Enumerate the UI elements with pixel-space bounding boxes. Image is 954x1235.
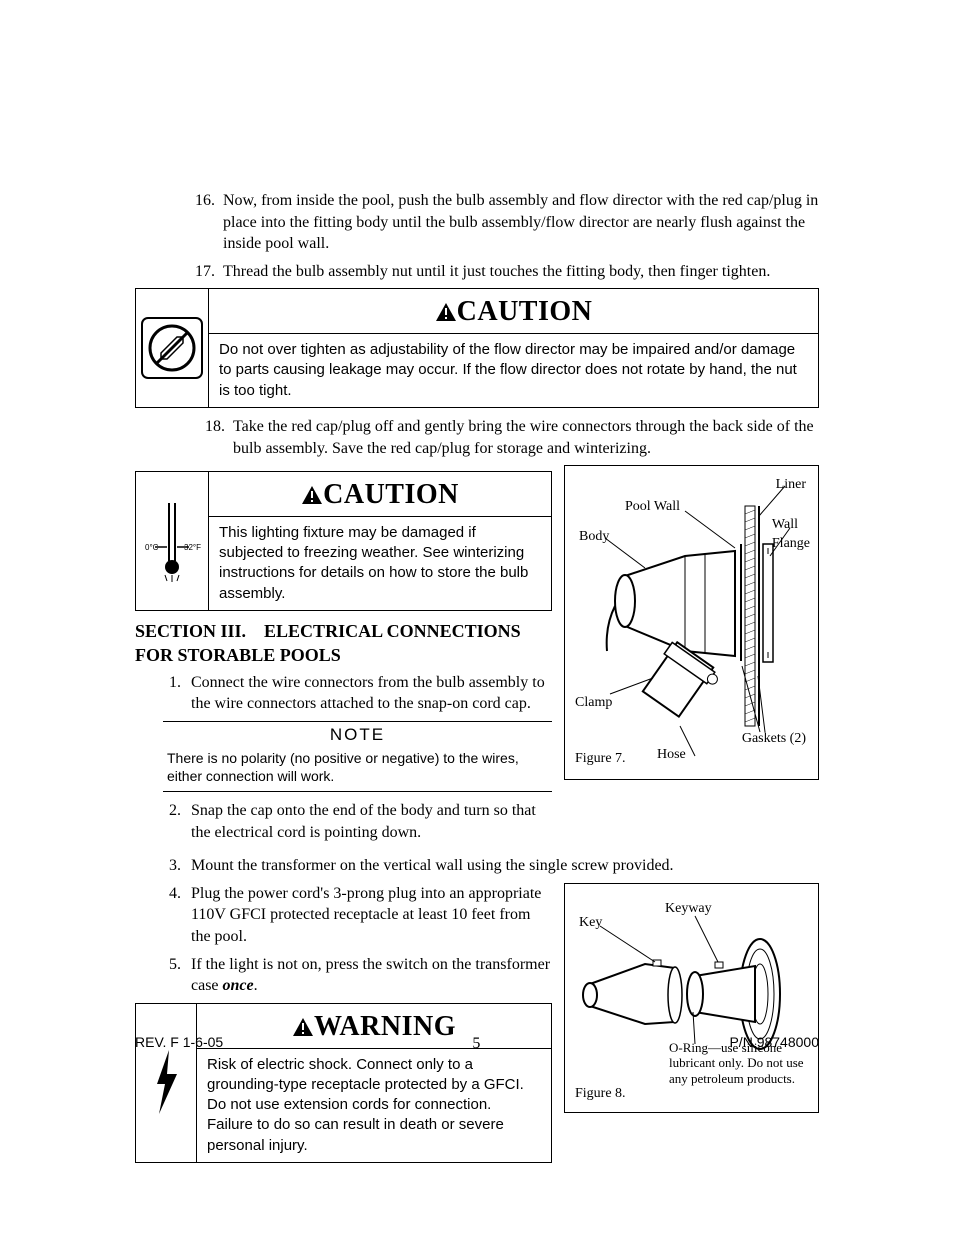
warning-box: WARNING Risk of electric shock. Connect … [135,1003,552,1163]
label-body: Body [579,528,609,547]
step-num: 3. [163,855,191,877]
step-1: 1. Connect the wire connectors from the … [163,672,552,715]
caution-body: Do not over tighten as adjustability of … [208,334,818,407]
step-text: Snap the cap onto the end of the body an… [191,800,552,843]
footer-pn: P/N 98748000 [729,1033,819,1055]
step-text: Take the red cap/plug off and gently bri… [233,416,819,459]
shock-icon [136,1004,196,1162]
step-text: Thread the bulb assembly nut until it ju… [223,261,819,283]
two-column-lower: 4. Plug the power cord's 3-prong plug in… [135,883,819,1171]
step-num: 5. [163,954,191,997]
step-num: 18. [205,416,233,459]
figure-8-caption: Figure 8. [575,1085,626,1104]
step-text: Now, from inside the pool, push the bulb… [223,190,819,255]
step-text: Connect the wire connectors from the bul… [191,672,552,715]
label-clamp: Clamp [575,694,612,713]
step-list-top: 16. Now, from inside the pool, push the … [195,190,819,282]
note-block: NOTE There is no polarity (no positive o… [163,721,552,792]
footer-rev: REV. F 1-6-05 [135,1033,223,1055]
label-liner: Liner [776,476,806,495]
note-title: NOTE [163,722,552,749]
caution-body: This lighting fixture may be damaged if … [208,517,551,610]
step-num: 4. [163,883,191,948]
step-18-row: 18. Take the red cap/plug off and gently… [205,416,819,459]
steps-3-4: 3. Mount the transformer on the vertical… [163,855,819,877]
step-num: 1. [163,672,191,715]
two-column-region: 0°C 32°F CAUTION This lighting fixture m… [135,465,819,849]
page-footer: REV. F 1-6-05 5 P/N 98748000 [135,1033,819,1055]
step-num: 16. [195,190,223,255]
step-2: 2. Snap the cap onto the end of the body… [163,800,552,843]
figure-7-box: Liner Pool Wall Wall Flange Body Clamp H… [564,465,819,780]
step-text: If the light is not on, press the switch… [191,954,552,997]
caution-title: CAUTION [208,472,551,517]
step-16: 16. Now, from inside the pool, push the … [195,190,819,255]
figure-8-box: Key Keyway O-Ring—use silicone lubricant… [564,883,819,1113]
step-text: Mount the transformer on the vertical wa… [191,855,819,877]
step-4: 4. Plug the power cord's 3-prong plug in… [163,883,552,948]
svg-text:0°C: 0°C [145,543,159,552]
caution-box-2: 0°C 32°F CAUTION This lighting fixture m… [135,471,552,611]
footer-page: 5 [223,1033,729,1055]
warning-body: Risk of electric shock. Connect only to … [196,1049,551,1162]
step-text: Plug the power cord's 3-prong plug into … [191,883,552,948]
caution-title: CAUTION [208,289,818,334]
step-num: 17. [195,261,223,283]
figure-7-caption: Figure 7. [575,750,626,769]
step-num: 2. [163,800,191,843]
label-hose: Hose [657,746,686,765]
label-wallflange: Wall Flange [772,516,810,554]
label-keyway: Keyway [665,900,712,919]
caution-box-1: CAUTION Do not over tighten as adjustabi… [135,288,819,408]
label-poolwall: Pool Wall [625,498,680,517]
label-key: Key [579,914,602,933]
step-5: 5. If the light is not on, press the swi… [163,954,552,997]
thermometer-icon: 0°C 32°F [136,472,208,610]
step-17: 17. Thread the bulb assembly nut until i… [195,261,819,283]
prohibit-wrench-icon [136,289,208,407]
label-gaskets: Gaskets (2) [742,730,806,749]
note-body: There is no polarity (no positive or neg… [163,749,552,791]
section-3-title: SECTION III. ELECTRICAL CONNECTIONS FOR … [135,619,552,668]
svg-text:32°F: 32°F [184,543,201,552]
